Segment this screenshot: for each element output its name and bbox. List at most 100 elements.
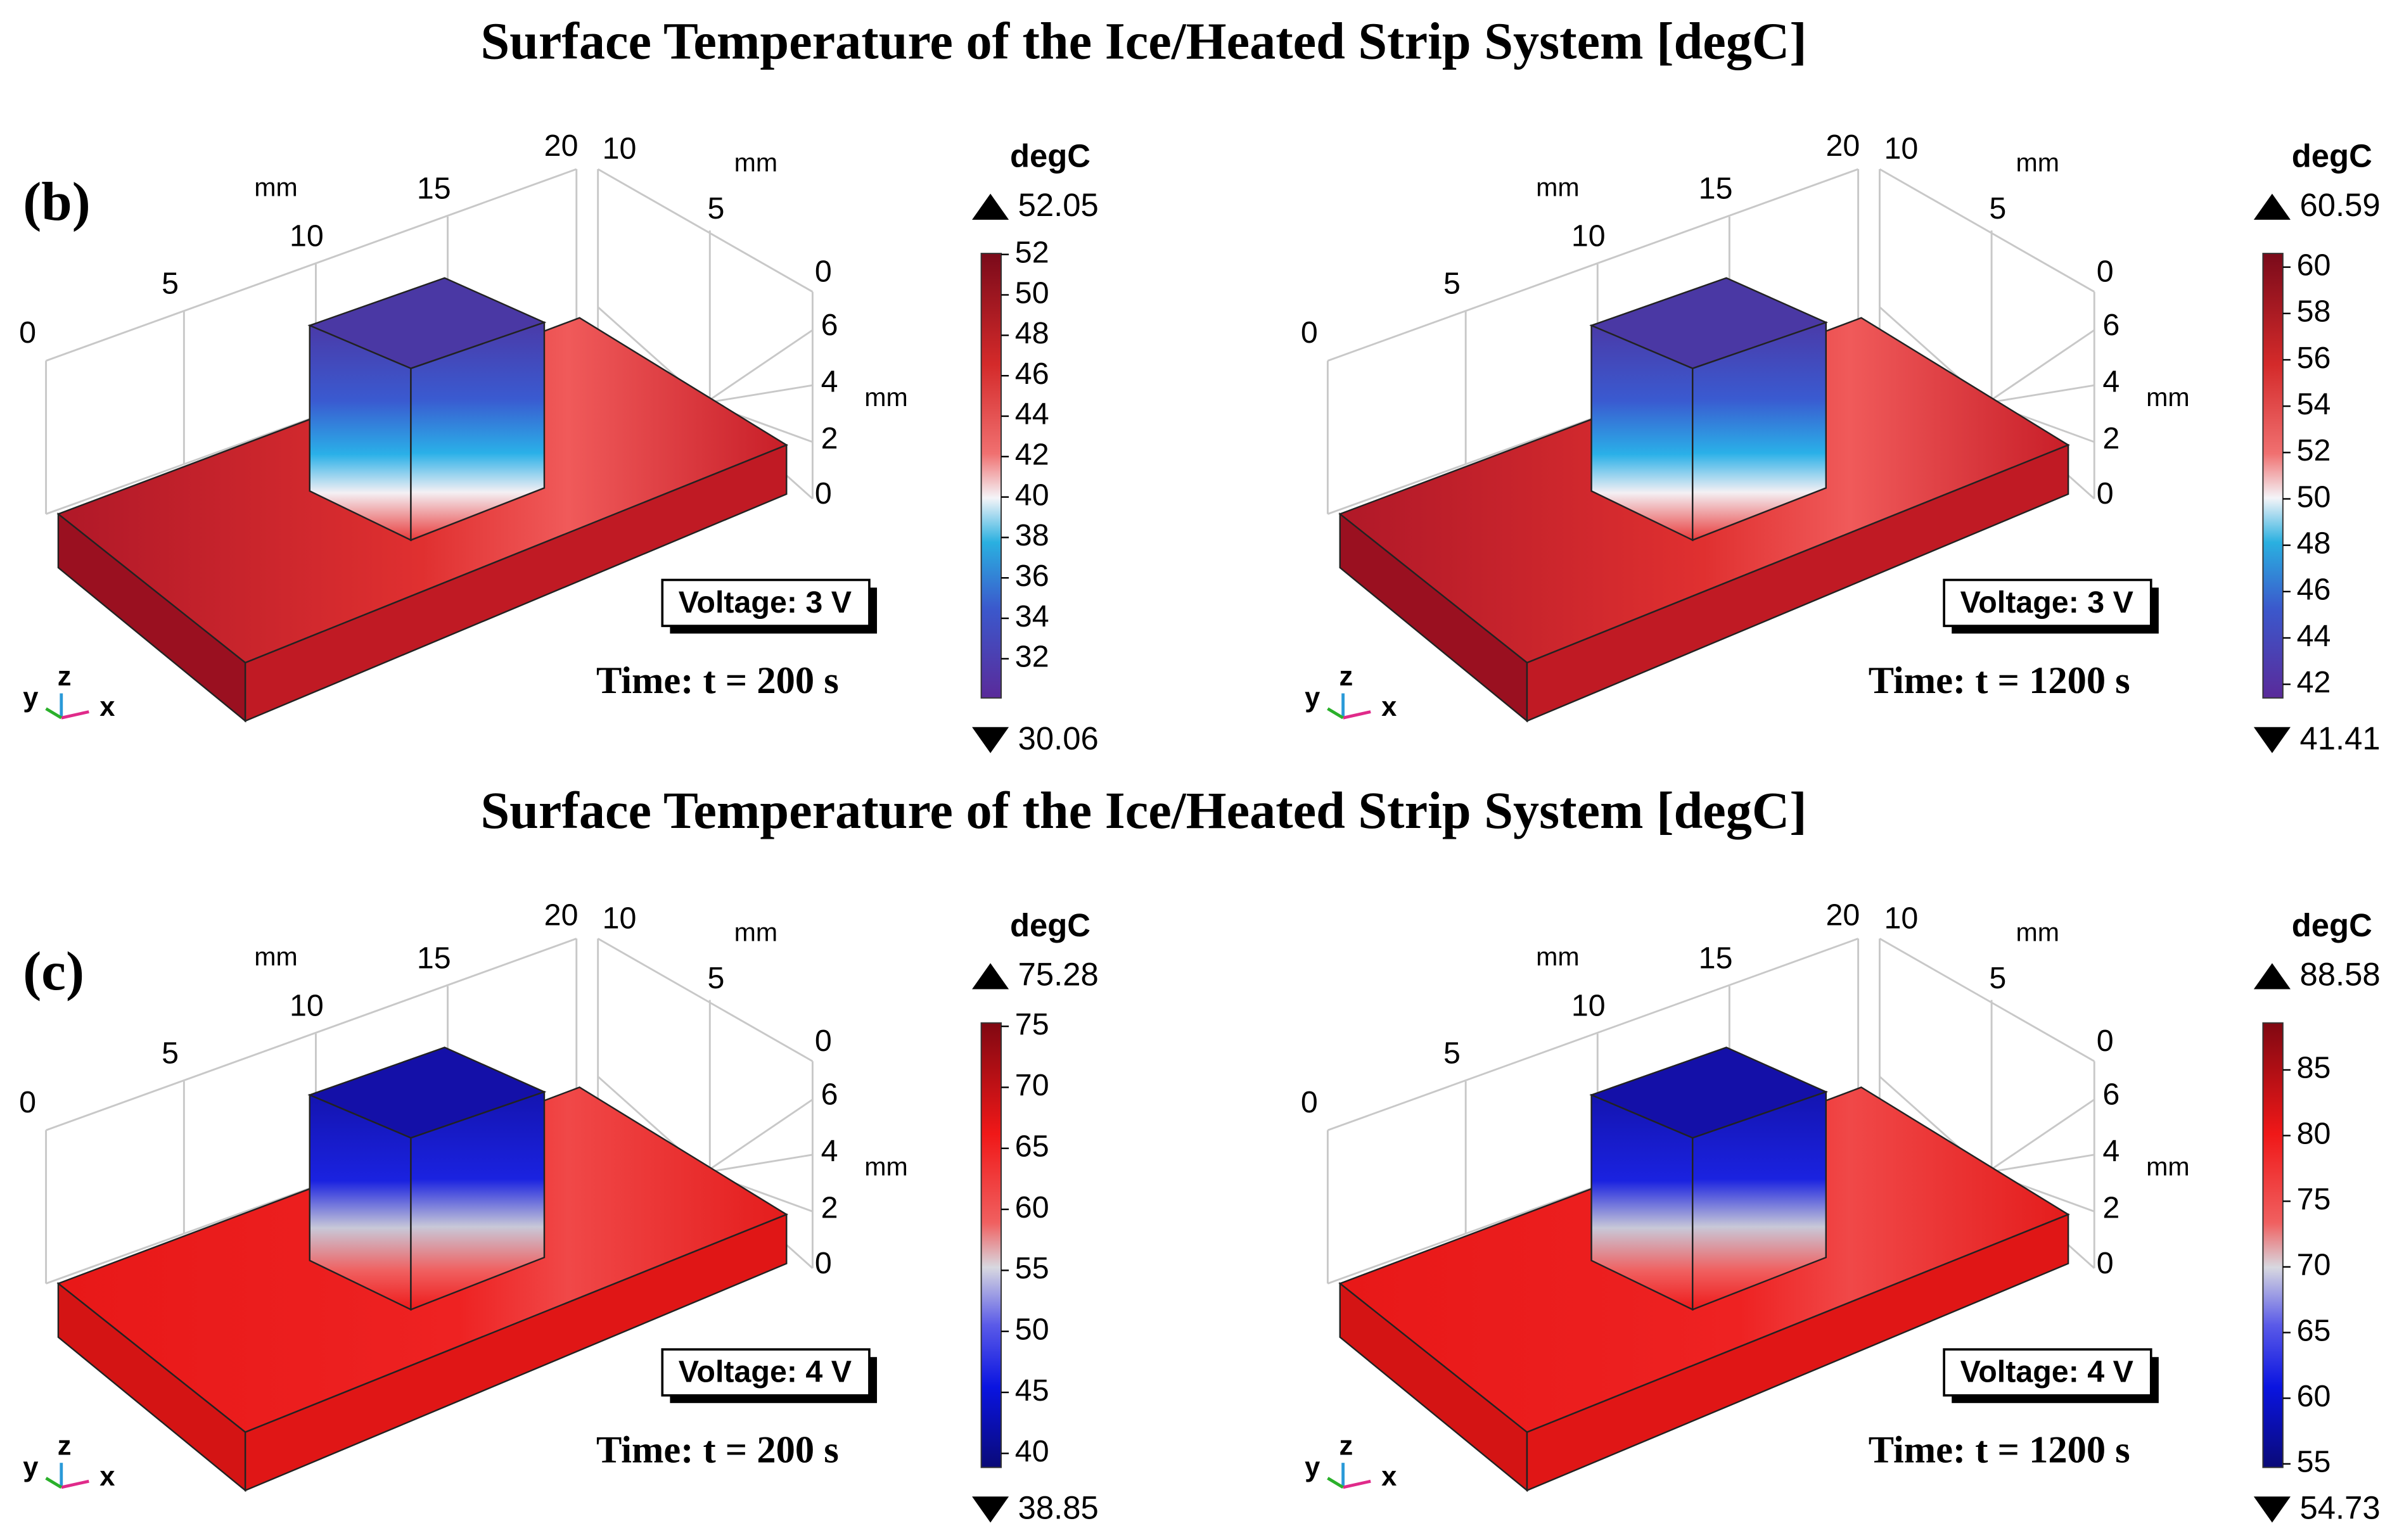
- cube-side: [410, 321, 546, 542]
- colorbar-min: 41.41: [2299, 720, 2380, 756]
- grid-line: [597, 168, 814, 293]
- x-tick-label: 5: [1443, 1036, 1461, 1070]
- colorbar-tick-label: 38: [1015, 518, 1049, 552]
- colorbar-tick-label: 65: [1015, 1130, 1049, 1164]
- x-axis-unit: mm: [1536, 942, 1580, 971]
- colorbar-tick-label: 50: [1015, 276, 1049, 310]
- colorbar-tick-label: 52: [2297, 433, 2331, 468]
- colorbar-tick-label: 75: [2297, 1182, 2331, 1216]
- x-tick-label: 10: [1571, 219, 1606, 253]
- y-axis-unit: mm: [734, 917, 778, 946]
- triad-label: x: [1381, 1461, 1397, 1492]
- max-arrow: [2253, 963, 2291, 990]
- colorbar-tick-label: 40: [1015, 1434, 1049, 1468]
- triad-label: z: [58, 1430, 72, 1461]
- z-axis-unit: mm: [864, 383, 908, 412]
- max-arrow: [972, 193, 1009, 220]
- triad-label: z: [58, 661, 72, 692]
- z-axis-unit: mm: [2146, 1152, 2190, 1181]
- z-tick-label: 2: [2102, 1191, 2119, 1225]
- colorbar-tick-label: 55: [2297, 1445, 2331, 1479]
- y-tick-label: 5: [708, 961, 725, 995]
- x-tick-label: 20: [544, 898, 579, 932]
- x-axis-unit: mm: [1536, 172, 1580, 201]
- colorbar-max: 75.28: [1018, 957, 1099, 993]
- z-tick-label: 6: [2102, 1078, 2119, 1112]
- grid-line: [1327, 168, 1859, 362]
- triad-x: [61, 1479, 89, 1489]
- z-tick-label: 4: [2102, 1134, 2119, 1168]
- triad-x: [61, 710, 89, 720]
- z-tick-label: 2: [821, 421, 838, 455]
- colorbar: [2262, 253, 2284, 699]
- y-axis-unit: mm: [2016, 148, 2059, 177]
- y-tick-label: 10: [603, 901, 637, 935]
- colorbar-tick-label: 60: [2297, 248, 2331, 282]
- colorbar: [2262, 1022, 2284, 1468]
- colorbar-tick-label: 65: [2297, 1313, 2331, 1347]
- x-axis-unit: mm: [254, 942, 298, 971]
- section-title: Surface Temperature of the Ice/Heated St…: [480, 782, 1806, 839]
- colorbar-tick-label: 46: [1015, 357, 1049, 391]
- z-tick-label: 6: [821, 1078, 838, 1112]
- z-axis-unit: mm: [2146, 383, 2190, 412]
- colorbar-unit: degC: [1010, 137, 1090, 174]
- triad-label: y: [1305, 1452, 1320, 1482]
- y-axis-unit: mm: [2016, 917, 2059, 946]
- z-tick-label: 0: [815, 1246, 832, 1280]
- colorbar-tick-label: 60: [2297, 1379, 2331, 1413]
- x-tick-label: 15: [417, 941, 451, 975]
- voltage-label: Voltage: 3 V: [1960, 585, 2133, 620]
- colorbar-tick-label: 42: [2297, 665, 2331, 699]
- colorbar-tick-label: 70: [2297, 1248, 2331, 1282]
- triad-label: y: [23, 683, 38, 713]
- strip-side: [1526, 1213, 2069, 1492]
- colorbar: [980, 1022, 1002, 1468]
- y-tick-label: 5: [1989, 191, 2006, 226]
- colorbar-tick-label: 44: [2297, 619, 2331, 653]
- x-tick-label: 5: [162, 1036, 179, 1070]
- triad-y: [1327, 707, 1344, 720]
- grid-line: [46, 938, 577, 1131]
- colorbar-unit: degC: [2292, 137, 2372, 174]
- y-tick-label: 5: [1989, 961, 2006, 995]
- colorbar-min: 30.06: [1018, 720, 1099, 756]
- x-tick-label: 20: [1826, 898, 1860, 932]
- y-tick-label: 0: [815, 254, 832, 288]
- x-tick-label: 15: [417, 172, 451, 206]
- colorbar-tick-label: 58: [2297, 295, 2331, 329]
- colorbar: [980, 253, 1002, 699]
- z-tick-label: 0: [2097, 476, 2114, 511]
- time-label: Time: t = 1200 s: [1869, 1429, 2130, 1472]
- y-tick-label: 0: [2097, 254, 2114, 288]
- colorbar-tick-label: 32: [1015, 640, 1049, 674]
- min-arrow: [2253, 727, 2291, 753]
- triad-label: z: [1339, 1430, 1353, 1461]
- colorbar-tick-label: 48: [1015, 316, 1049, 350]
- x-tick-label: 5: [162, 267, 179, 301]
- z-axis-unit: mm: [864, 1152, 908, 1181]
- x-tick-label: 10: [290, 219, 324, 253]
- triad-y: [45, 1477, 63, 1489]
- cube-side: [1692, 1090, 1827, 1311]
- x-tick-label: 10: [290, 988, 324, 1022]
- min-arrow: [2253, 1496, 2291, 1523]
- colorbar-tick-label: 85: [2297, 1051, 2331, 1085]
- colorbar-tick-label: 36: [1015, 559, 1049, 593]
- voltage-box: [661, 1348, 871, 1397]
- triad-label: x: [99, 692, 115, 722]
- colorbar-max: 88.58: [2299, 957, 2380, 993]
- voltage-label: Voltage: 4 V: [679, 1355, 852, 1389]
- grid-line: [46, 168, 577, 362]
- colorbar-unit: degC: [1010, 907, 1090, 943]
- triad-x: [1343, 710, 1371, 720]
- colorbar-tick-label: 34: [1015, 599, 1049, 633]
- z-tick-label: 4: [821, 365, 838, 399]
- x-tick-label: 0: [1301, 1085, 1318, 1119]
- triad-label: x: [1381, 692, 1397, 722]
- colorbar-tick-label: 44: [1015, 397, 1049, 431]
